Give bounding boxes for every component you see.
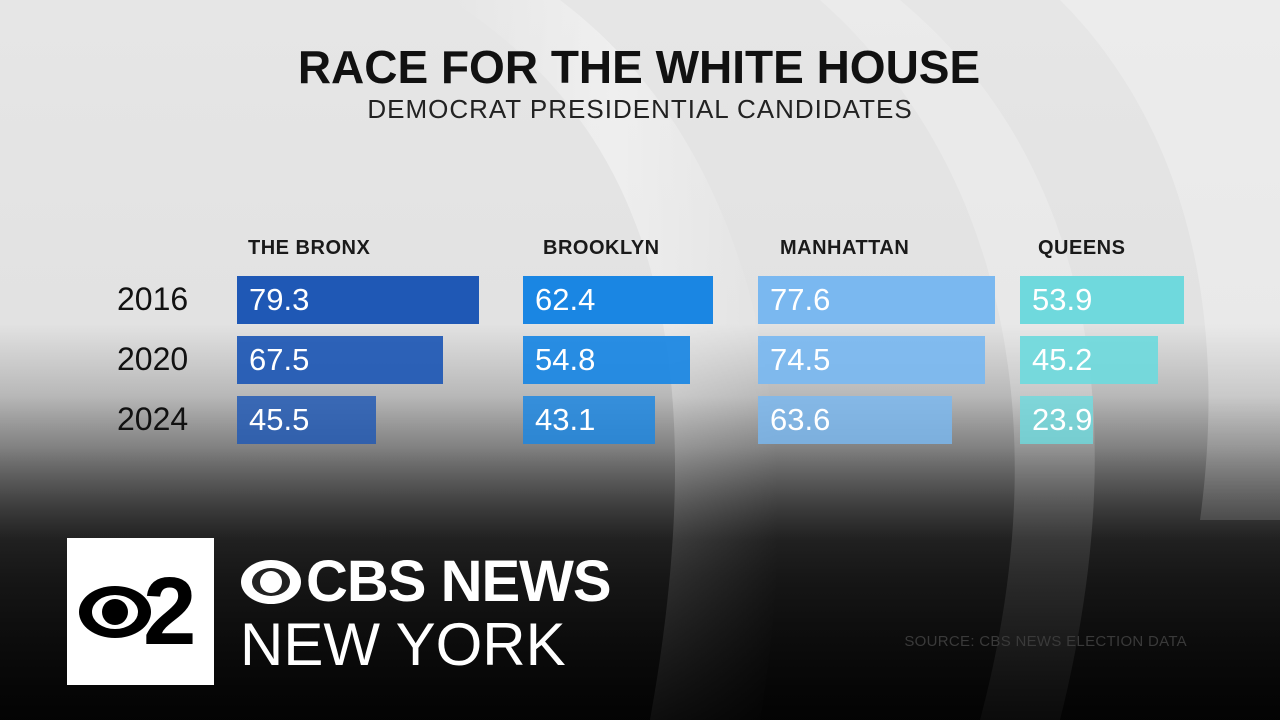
chart-subtitle: DEMOCRAT PRESIDENTIAL CANDIDATES <box>367 94 913 124</box>
source-note: SOURCE: CBS NEWS ELECTION DATA <box>904 633 1187 650</box>
station-logo: 2 <box>67 538 214 685</box>
brand-line-1: CBS NEWS <box>240 548 612 615</box>
cbs-eye-icon <box>241 559 301 604</box>
brand-line-2: NEW YORK <box>240 611 566 678</box>
brand-line-1-text: CBS NEWS <box>306 549 612 614</box>
cbs-eye-icon <box>79 586 151 638</box>
chart-title: RACE FOR THE WHITE HOUSE <box>297 41 981 93</box>
logo-number: 2 <box>143 558 197 665</box>
